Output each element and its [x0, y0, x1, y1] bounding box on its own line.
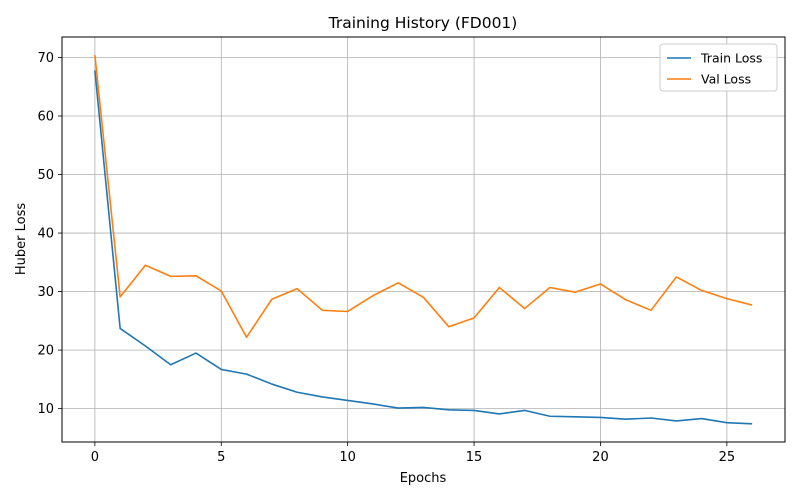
legend: Train Loss Val Loss: [659, 43, 778, 92]
val-loss-line: [94, 55, 753, 339]
y-tick-label: 20: [37, 344, 54, 359]
y-tick-label: 60: [37, 110, 54, 125]
x-tick-label: 20: [592, 450, 609, 465]
axis-ticks: 0 5 10 15 20 25 10 20 30 40 50 60 70: [37, 51, 735, 465]
x-tick-label: 5: [217, 450, 225, 465]
y-tick-label: 40: [37, 227, 54, 242]
chart-title: Training History (FD001): [328, 14, 518, 32]
x-axis-label: Epochs: [400, 471, 447, 486]
y-tick-label: 50: [37, 168, 54, 183]
x-tick-label: 15: [466, 450, 483, 465]
x-tick-label: 0: [91, 450, 99, 465]
y-tick-label: 10: [37, 402, 54, 417]
legend-label-train-loss: Train Loss: [700, 51, 762, 66]
legend-label-val-loss: Val Loss: [701, 72, 751, 87]
series-lines: [94, 55, 753, 425]
x-tick-label: 10: [339, 450, 356, 465]
y-tick-label: 70: [37, 51, 54, 66]
train-loss-line: [94, 70, 753, 425]
y-axis-label: Huber Loss: [14, 203, 29, 275]
y-tick-label: 30: [37, 285, 54, 300]
x-tick-label: 25: [719, 450, 736, 465]
grid: [62, 37, 785, 442]
plot-frame: [61, 36, 786, 443]
